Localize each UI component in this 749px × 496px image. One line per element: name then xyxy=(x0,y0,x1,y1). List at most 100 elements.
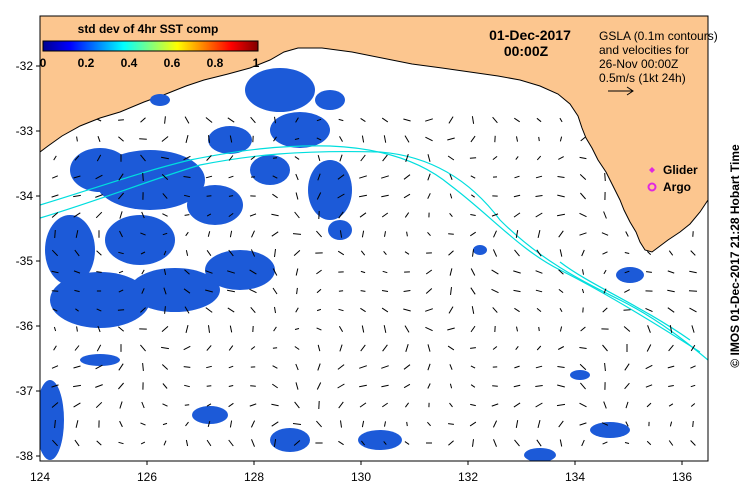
velocity-arrow xyxy=(273,439,277,447)
velocity-arrow xyxy=(118,382,124,390)
y-tick-label: -33 xyxy=(16,124,34,138)
velocity-arrow xyxy=(161,346,169,350)
velocity-arrow xyxy=(491,288,499,294)
velocity-arrow xyxy=(384,231,386,237)
velocity-arrow xyxy=(359,365,367,369)
velocity-arrow xyxy=(383,325,387,333)
velocity-arrow xyxy=(646,344,652,352)
velocity-arrow xyxy=(580,136,586,142)
velocity-arrow xyxy=(383,441,387,445)
velocity-arrow xyxy=(53,326,57,332)
x-tick-label: 134 xyxy=(565,470,585,484)
x-tick-label: 136 xyxy=(672,470,692,484)
land-mass xyxy=(40,16,708,253)
velocity-arrow xyxy=(470,287,476,295)
velocity-arrow xyxy=(604,362,606,372)
velocity-arrow xyxy=(361,420,365,428)
velocity-arrow xyxy=(381,365,389,369)
velocity-arrow xyxy=(161,136,169,142)
velocity-arrow xyxy=(557,366,565,368)
velocity-arrow xyxy=(227,289,235,293)
velocity-arrow xyxy=(538,136,540,142)
velocity-arrow xyxy=(359,402,367,408)
velocity-arrow xyxy=(427,344,431,352)
velocity-arrow xyxy=(668,385,674,387)
colorbar xyxy=(42,40,259,52)
velocity-arrow xyxy=(95,364,103,370)
y-tick-label: -34 xyxy=(16,189,34,203)
velocity-arrow xyxy=(206,155,212,161)
velocity-arrow xyxy=(162,422,168,426)
velocity-arrow xyxy=(492,307,498,313)
velocity-arrow xyxy=(668,403,674,407)
velocity-arrow xyxy=(381,307,389,313)
velocity-arrow xyxy=(536,439,542,447)
velocity-arrow xyxy=(140,251,146,255)
velocity-arrow xyxy=(228,345,234,351)
colorbar-tick: 0.6 xyxy=(164,56,181,70)
scale-arrow-icon xyxy=(608,86,634,96)
velocity-arrow xyxy=(118,173,124,181)
velocity-arrow xyxy=(491,403,499,407)
velocity-arrow xyxy=(118,192,124,200)
argo-label: Argo xyxy=(663,180,691,194)
velocity-arrow xyxy=(249,269,257,275)
velocity-arrow xyxy=(360,290,366,292)
velocity-arrow xyxy=(404,251,410,255)
velocity-arrow xyxy=(382,270,388,274)
velocity-arrow xyxy=(73,194,81,198)
velocity-arrow xyxy=(140,307,146,313)
velocity-arrow xyxy=(692,420,694,428)
velocity-arrow xyxy=(448,423,454,425)
velocity-arrow xyxy=(557,176,565,178)
velocity-arrow xyxy=(294,156,300,160)
velocity-arrow xyxy=(96,118,102,122)
velocity-arrow xyxy=(580,192,586,200)
velocity-arrow xyxy=(361,440,365,446)
velocity-arrow xyxy=(647,325,651,333)
velocity-arrow xyxy=(338,211,344,219)
velocity-arrow xyxy=(406,421,408,427)
velocity-arrow xyxy=(381,290,389,292)
velocity-arrow xyxy=(447,345,455,351)
velocity-arrow xyxy=(536,308,542,312)
velocity-arrow xyxy=(492,249,498,257)
velocity-arrow xyxy=(228,212,234,218)
velocity-arrow xyxy=(184,306,190,314)
velocity-arrow xyxy=(669,325,673,333)
velocity-arrow xyxy=(359,175,367,179)
velocity-arrow xyxy=(183,194,191,198)
velocity-arrow xyxy=(535,175,543,179)
velocity-arrow xyxy=(448,440,454,446)
velocity-arrow xyxy=(427,173,431,181)
velocity-arrow xyxy=(361,230,365,238)
velocity-arrow xyxy=(95,174,103,180)
velocity-arrow xyxy=(183,345,191,351)
velocity-arrow xyxy=(513,270,521,274)
velocity-arrow xyxy=(602,441,608,445)
velocity-arrow xyxy=(249,288,257,294)
velocity-arrow xyxy=(645,384,653,388)
velocity-arrow xyxy=(449,383,453,389)
velocity-arrow xyxy=(73,270,81,274)
velocity-arrow xyxy=(361,135,365,143)
velocity-arrow xyxy=(624,270,630,274)
velocity-arrow xyxy=(292,233,302,235)
velocity-arrow xyxy=(229,230,233,238)
legend: Glider Argo xyxy=(647,163,698,194)
velocity-arrow xyxy=(602,344,608,352)
velocity-arrow xyxy=(97,325,101,333)
velocity-arrow xyxy=(404,212,410,218)
velocity-arrow xyxy=(427,231,431,237)
velocity-arrow xyxy=(162,403,168,407)
velocity-arrow xyxy=(535,385,543,387)
velocity-arrow xyxy=(337,174,345,180)
velocity-arrow xyxy=(229,135,233,143)
velocity-arrow xyxy=(667,270,675,274)
velocity-arrow xyxy=(205,289,213,293)
velocity-arrow xyxy=(404,402,410,408)
velocity-arrow xyxy=(51,270,59,274)
velocity-arrow xyxy=(515,230,519,238)
velocity-arrow xyxy=(228,195,234,197)
velocity-arrow xyxy=(449,193,453,199)
